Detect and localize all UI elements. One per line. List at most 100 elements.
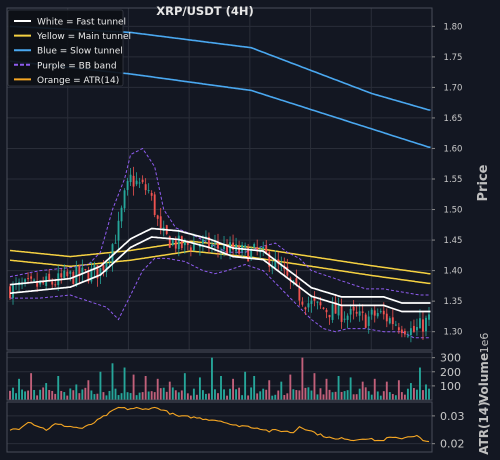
candle-body [214, 242, 216, 244]
candle-body [422, 319, 424, 332]
volume-bar [419, 367, 421, 400]
volume-tick-label: 200 [440, 366, 461, 379]
candle-body [126, 181, 129, 190]
candle-body [358, 311, 361, 316]
volume-bar [214, 389, 216, 400]
candle-body [192, 242, 195, 251]
candle-body [262, 247, 265, 249]
volume-bar [334, 391, 337, 400]
volume-bar [135, 395, 138, 400]
volume-bar [388, 392, 391, 400]
volume-bar [382, 391, 385, 400]
candle-body [60, 273, 63, 278]
candle-body [135, 180, 138, 185]
candle-body [111, 244, 114, 264]
candle-body [355, 311, 358, 314]
volume-bar [295, 390, 298, 400]
volume-bar [27, 390, 30, 400]
main-tunnel-upper [9, 240, 431, 275]
candle-body [382, 310, 385, 315]
candle-body [180, 236, 183, 249]
candle-body [102, 265, 105, 271]
candle-body [63, 270, 66, 278]
candle-body [286, 266, 289, 276]
volume-bar [397, 380, 400, 400]
candle-body [84, 269, 87, 271]
legend: White = Fast tunnel Yellow = Main tunnel B… [7, 9, 131, 87]
candle-body [364, 314, 367, 328]
candle-body [189, 247, 192, 251]
candle-body [301, 301, 304, 305]
volume-bar [337, 376, 340, 400]
volume-bar [289, 374, 292, 400]
candle-body [425, 317, 427, 332]
legend-entry: Orange = ATR(14) [37, 76, 119, 86]
atr-tick-label: 0.02 [440, 438, 465, 451]
volume-bar [84, 387, 87, 400]
candle-body [298, 286, 301, 301]
volume-bar [232, 378, 234, 400]
volume-bar [325, 378, 328, 400]
candle-body [144, 184, 147, 191]
candle-body [9, 286, 11, 299]
candle-body [388, 318, 391, 324]
volume-bar [153, 392, 156, 400]
volume-bar [250, 387, 253, 400]
candle-body [313, 297, 316, 301]
volume-bar [57, 376, 60, 400]
candle-body [340, 305, 343, 322]
candle-body [232, 242, 234, 250]
volume-bar [165, 391, 168, 400]
volume-bar [271, 395, 274, 400]
volume-bar [244, 371, 247, 400]
volume-bar [99, 371, 102, 400]
candle-body [406, 335, 409, 337]
volume-bar [205, 393, 207, 400]
volume-bar [60, 390, 63, 400]
volume-bar [30, 373, 33, 400]
candle-body [120, 207, 123, 222]
volume-bar [183, 373, 186, 400]
candle-body [316, 301, 319, 303]
candle-body [322, 307, 325, 309]
bb-lower [10, 257, 431, 339]
candle-body [244, 245, 247, 248]
candle-body [150, 192, 153, 196]
volume-bar [217, 393, 219, 400]
atr-axis-label: ATR(14) [477, 401, 491, 454]
volume-bar [21, 389, 23, 400]
volume-bar [15, 393, 17, 400]
candles [9, 166, 430, 343]
volume-bar [192, 388, 195, 400]
candle-body [168, 236, 171, 248]
candle-body [186, 242, 189, 245]
volume-bar [48, 390, 51, 400]
price-tick-label: 1.30 [444, 328, 463, 338]
volume-bar [33, 389, 36, 400]
volume-bar [18, 378, 20, 400]
candle-body [51, 281, 54, 285]
candle-body [346, 315, 349, 320]
volume-bar [126, 392, 129, 400]
legend-entry: White = Fast tunnel [37, 18, 126, 28]
volume-bar [69, 388, 72, 400]
volume-bar [180, 390, 183, 400]
volume-bar [117, 395, 120, 400]
candle-body [33, 279, 36, 281]
candle-body [211, 244, 213, 247]
volume-bar [150, 391, 153, 400]
candle-body [319, 302, 322, 306]
candle-body [367, 316, 370, 326]
volume-bar [54, 393, 57, 400]
candle-body [217, 242, 219, 249]
volume-bar [238, 387, 241, 400]
candle-body [373, 310, 376, 316]
price-tick-label: 1.80 [444, 22, 463, 32]
candle-body [379, 311, 382, 313]
candle-body [108, 260, 111, 262]
volume-bar [36, 395, 39, 400]
volume-bar [174, 390, 177, 400]
volume-bar [186, 393, 189, 400]
volume-bar [310, 390, 313, 400]
candle-body [96, 265, 99, 279]
